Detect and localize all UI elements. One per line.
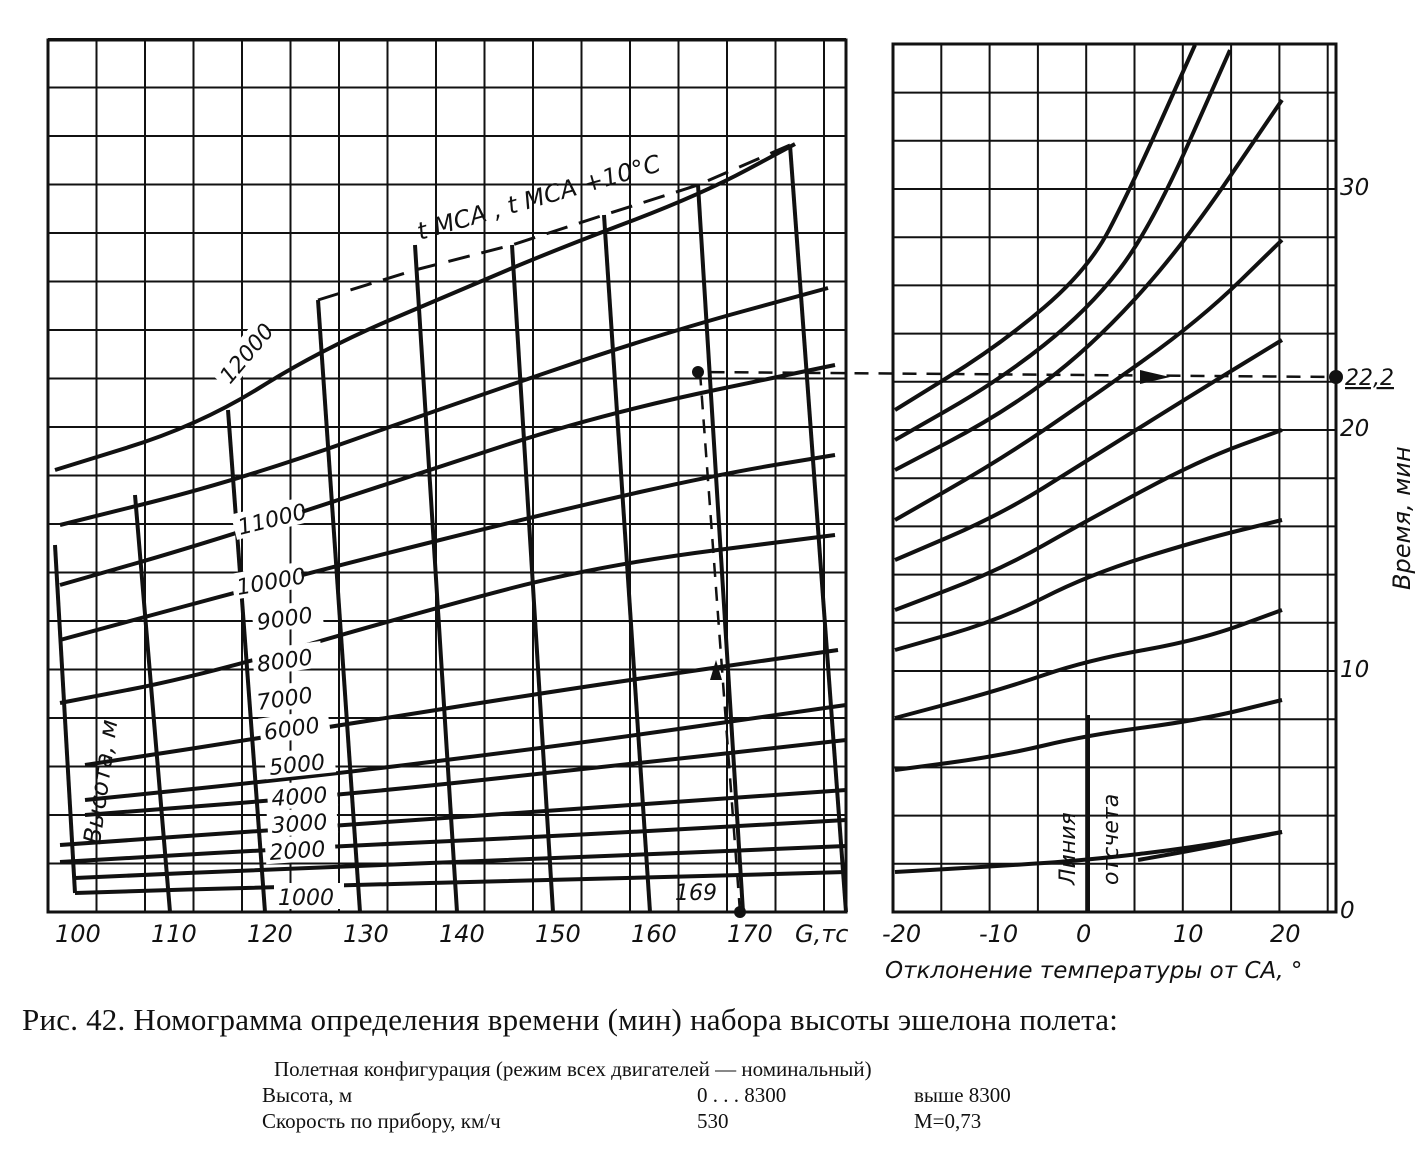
altitude-curve (59, 818, 847, 864)
x-tick-label: 100 (55, 920, 101, 948)
right-y-axis-title: Время, мин (1388, 446, 1416, 590)
altitude-curve (84, 738, 847, 817)
altitude-label: 3000 (271, 810, 329, 839)
altitude-curve (74, 844, 847, 880)
altitude-label: 5000 (268, 750, 326, 781)
right-time-curves (893, 44, 1284, 874)
left-y-axis-title: Высота, м (78, 718, 123, 846)
altitude-label: 1000 (278, 886, 334, 911)
right-panel-grid (891, 42, 1338, 914)
label-background (250, 599, 324, 635)
altitude-label: 10000 (235, 564, 308, 601)
x-tick-label: 0 (1076, 920, 1091, 948)
panel-border (891, 42, 1338, 914)
example-path-line (698, 370, 1337, 913)
nomogram-chart: 100 110 120 130 140 150 160 170 G,тс -20 -10 0 10 20… (46, 38, 1416, 984)
x-tick-label: 110 (151, 920, 197, 948)
altitude-curve (59, 533, 836, 705)
figure-caption: Рис. 42. Номограмма определения времени … (22, 1002, 1119, 1037)
config-value-high: выше 8300 (914, 1083, 1011, 1107)
label-background (210, 320, 276, 391)
y-tick-label: 20 (1340, 416, 1369, 442)
panel-border (46, 38, 848, 914)
time-curve (894, 98, 1284, 472)
label-background (266, 806, 339, 838)
altitude-curve (59, 453, 836, 642)
config-label: Высота, м (262, 1083, 353, 1107)
x-tick-label: 10 (1173, 920, 1204, 948)
x-tick-label: 130 (343, 920, 389, 948)
label-background (257, 709, 331, 745)
x-tick-label: 20 (1270, 920, 1301, 948)
example-weight-label: 169 (675, 881, 717, 906)
config-label: Скорость по прибору, км/ч (262, 1109, 501, 1133)
reference-line-label-2: отсчета (1099, 794, 1124, 885)
left-x-axis-labels: 100 110 120 130 140 150 160 170 G,тс (55, 920, 848, 948)
result-value-label: 22,2 (1345, 366, 1394, 391)
altitude-curve (59, 286, 829, 527)
config-value-high: M=0,73 (914, 1109, 982, 1133)
x-tick-label: 140 (439, 920, 485, 948)
right-x-axis-labels: -20 -10 0 10 20 (882, 920, 1301, 948)
time-curve (894, 608, 1283, 720)
y-tick-label: 10 (1340, 657, 1369, 683)
time-curve (894, 238, 1284, 522)
label-background (264, 833, 337, 865)
time-curve (894, 830, 1283, 874)
x-tick-label: -20 (882, 920, 921, 948)
altitude-label: 4000 (271, 783, 329, 812)
config-value-low: 0 . . . 8300 (697, 1083, 787, 1107)
label-background (230, 561, 304, 600)
x-tick-label: G,тс (795, 920, 848, 948)
reference-line-label-1: Линия (1056, 812, 1081, 886)
time-curve (894, 49, 1232, 442)
result-marker-icon (1329, 370, 1343, 384)
altitude-curve (84, 703, 847, 802)
x-tick-label: -10 (979, 920, 1018, 948)
label-background (250, 679, 324, 715)
altitude-curve (59, 363, 836, 587)
temperature-label: t МСА , t МСА +10°C (414, 149, 664, 245)
y-tick-label: 0 (1340, 898, 1355, 924)
example-point-icon (692, 366, 704, 378)
label-background (230, 497, 306, 540)
altitude-curve (59, 788, 847, 847)
weight-guide-lines (53, 144, 848, 913)
config-heading: Полетная конфигурация (режим всех двигат… (274, 1057, 872, 1081)
label-background (263, 746, 337, 780)
altitude-labels: 1000200030004000500060007000800090001000… (210, 319, 344, 911)
label-background (274, 883, 344, 909)
label-background (266, 779, 339, 811)
x-tick-label: 170 (727, 920, 773, 948)
config-value-low: 530 (697, 1109, 729, 1133)
temperature-boundary-line (317, 143, 791, 302)
altitude-curve (74, 870, 847, 895)
right-x-axis-title: Отклонение температуры от СА, ° (885, 958, 1302, 984)
arrow-up-icon (710, 660, 722, 680)
altitude-curve (84, 648, 839, 767)
time-curve (893, 44, 1197, 412)
time-curve (894, 338, 1284, 562)
time-curve (894, 428, 1283, 612)
x-tick-label: 160 (631, 920, 677, 948)
altitude-label: 2000 (269, 837, 327, 866)
y-tick-label: 30 (1340, 175, 1369, 201)
arrow-right-icon (1140, 370, 1170, 384)
time-curve (1137, 830, 1283, 862)
weight-marker-icon (734, 906, 746, 918)
label-background (250, 641, 324, 677)
right-y-axis-labels: 0 10 20 30 (1340, 175, 1369, 924)
x-tick-label: 120 (247, 920, 293, 948)
time-curve (894, 698, 1283, 772)
time-curve (894, 518, 1283, 652)
x-tick-label: 150 (535, 920, 581, 948)
altitude-curve (54, 142, 796, 472)
